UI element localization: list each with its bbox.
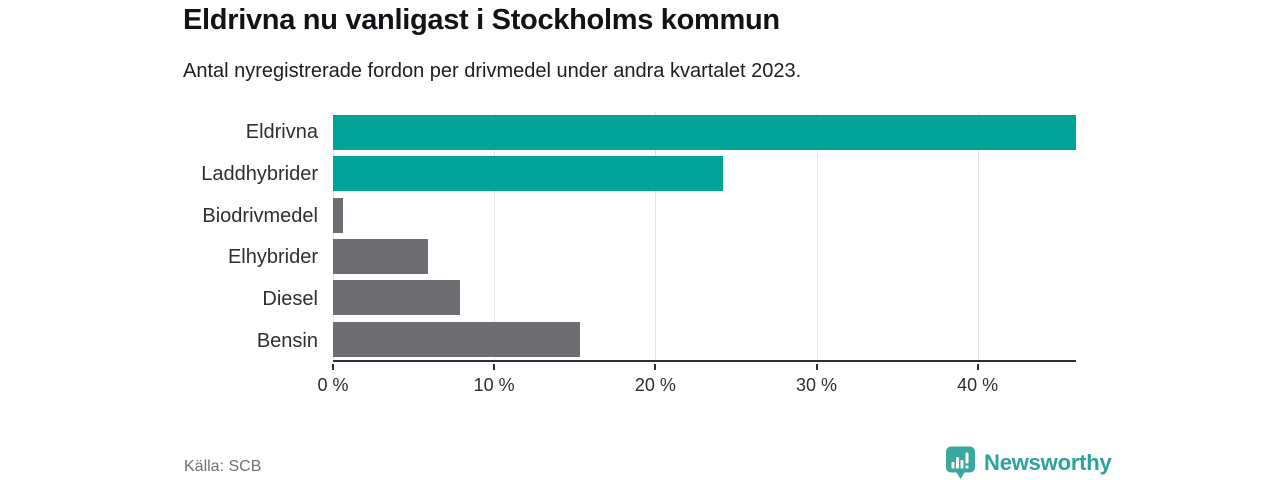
x-axis-tick-label: 40 % <box>957 375 999 395</box>
bar-row <box>333 153 1076 194</box>
x-axis-tick <box>493 364 496 370</box>
brand-logo: Newsworthy <box>945 446 1112 480</box>
plot-area <box>333 112 1076 362</box>
category-label: Bensin <box>256 329 318 352</box>
bar-elhybrider <box>333 239 429 275</box>
x-axis-tick <box>815 364 818 370</box>
category-labels: Eldrivna Laddhybrider Biodrivmedel Elhybrid… <box>0 112 318 362</box>
brand-name: Newsworthy <box>984 450 1112 475</box>
category-label: Diesel <box>262 288 318 311</box>
bar-row <box>333 277 1076 318</box>
bar-diesel <box>333 280 461 316</box>
gridline <box>977 112 979 360</box>
source-note: Källa: SCB <box>184 458 262 475</box>
bar-laddhybrider <box>333 156 724 192</box>
chart-subtitle: Antal nyregistrerade fordon per drivmede… <box>183 60 802 82</box>
category-label: Biodrivmedel <box>202 204 318 227</box>
chart-title: Eldrivna nu vanligast i Stockholms kommu… <box>183 4 780 36</box>
x-axis-tick <box>332 364 334 370</box>
bar-bensin <box>333 321 580 357</box>
gridline <box>333 112 334 360</box>
bar-biodrivmedel <box>333 197 343 233</box>
bar-rows <box>333 112 1076 360</box>
bar-row <box>333 195 1076 236</box>
bar-row <box>333 319 1076 360</box>
gridline <box>655 112 657 360</box>
x-axis-tick <box>654 364 657 370</box>
x-axis-tick-label: 30 % <box>795 375 838 395</box>
bar-eldrivna <box>333 115 1076 151</box>
category-label: Eldrivna <box>245 121 318 144</box>
newsworthy-badge-bar-chart-icon <box>946 446 975 479</box>
x-axis-tick <box>976 364 979 370</box>
gridline <box>494 112 496 360</box>
category-label: Laddhybrider <box>201 163 318 185</box>
bar-row <box>333 236 1076 277</box>
category-label: Elhybrider <box>227 246 318 269</box>
x-axis-tick-label: 0 % <box>317 375 349 395</box>
x-axis: 0 % 10 % 20 % 30 % 40 % <box>317 364 1076 404</box>
x-axis-tick-label: 20 % <box>634 375 676 395</box>
gridline <box>816 112 818 360</box>
x-axis-tick-label: 10 % <box>473 375 515 395</box>
bar-row <box>333 112 1076 153</box>
